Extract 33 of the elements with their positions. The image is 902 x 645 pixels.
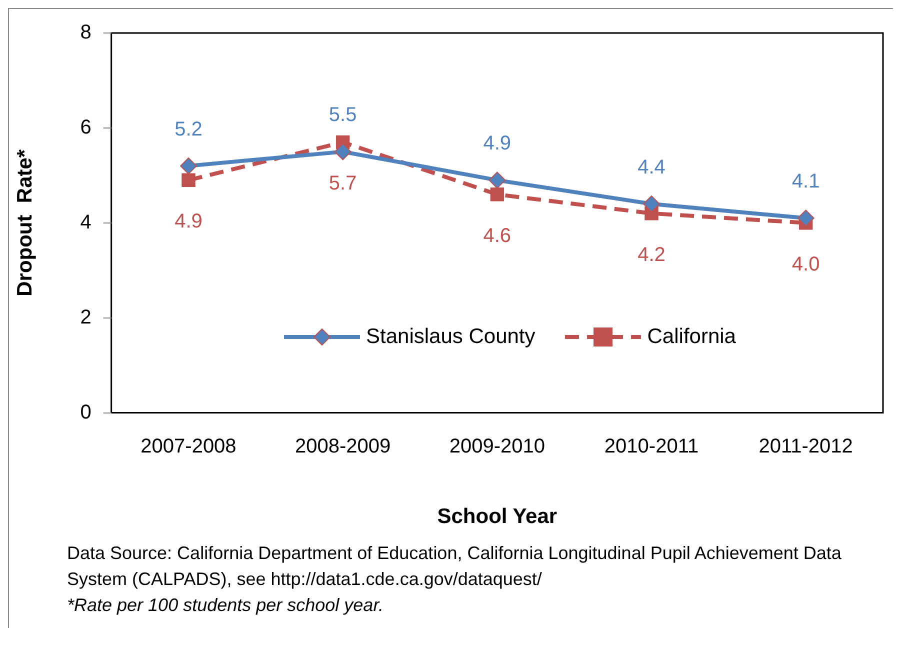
text: *Rate per 100 students per school year. [67,594,385,617]
y-tick-label: 4 [80,211,92,234]
point [642,195,660,212]
data-label: 4.9 [174,210,202,233]
y-tick-label: 0 [80,401,92,424]
data-label: 4.9 [483,132,512,155]
data-label: 5.7 [328,172,357,195]
data-label: 4.4 [638,156,666,178]
point [797,210,814,227]
x-axis-title: School Year [437,505,558,528]
x-tick-label: 2008-2009 [295,435,391,458]
x-tick-label: 2009-2010 [449,435,545,458]
legend-label: Stanislaus County [366,325,536,349]
point [488,172,506,189]
y-tick-label: 2 [80,306,92,328]
x-tick-label: 2011-2012 [758,435,853,458]
data-label: 5.5 [328,104,357,126]
y-tick-label: 6 [80,116,92,138]
point [334,143,352,160]
point [182,173,196,188]
source-note: Data Source: California Department of Education, California Longitudinal Pupil Achievement Data System (CALPADS), see http://data1.cde.ca.gov/dataquest/ [67,542,842,591]
data-label: 5.2 [174,118,202,140]
data-label: 4.0 [792,253,820,276]
y-tick-label: 8 [80,22,92,44]
x-tick-label: 2007-2008 [140,435,236,458]
legend-label: California [647,325,736,349]
x-tick-label: 2010-2011 [604,435,699,458]
point [490,188,504,202]
point [180,157,197,174]
data-label: 4.6 [483,224,512,247]
y-axis-title: Dropout Rate* [13,148,36,296]
data-label: 4.2 [638,244,666,266]
data-label: 4.1 [792,170,820,193]
